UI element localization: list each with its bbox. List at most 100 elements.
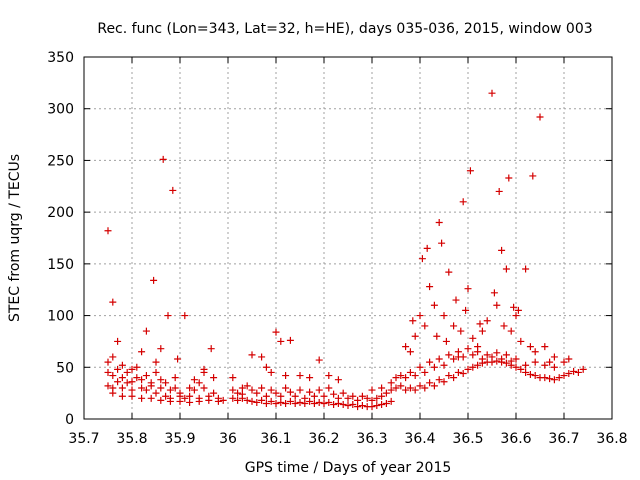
data-point [118,384,126,392]
data-point [435,376,443,384]
data-point [387,386,395,394]
x-tick-label: 36.5 [452,431,483,447]
x-tick-label: 36.7 [548,431,579,447]
data-point [262,399,270,407]
data-point [483,317,491,325]
data-point [152,368,160,376]
data-point [207,345,215,353]
data-point [315,356,323,364]
data-point [406,348,414,356]
data-point [483,351,491,359]
x-tick-label: 36.8 [596,431,627,447]
data-point [267,397,275,405]
data-point [474,348,482,356]
data-point [478,327,486,335]
data-point [243,382,251,390]
data-point [368,403,376,411]
data-point [258,353,266,361]
data-point [159,155,167,163]
data-point [392,374,400,382]
data-point [440,378,448,386]
y-tick-label: 250 [47,153,74,169]
data-point [378,384,386,392]
data-point [282,372,290,380]
data-point [435,355,443,363]
data-point [478,355,486,363]
plot-frame [83,56,613,420]
data-point [234,396,242,404]
data-point [296,398,304,406]
data-point [411,386,419,394]
data-point [114,378,122,386]
data-point [214,397,222,405]
data-point [229,386,237,394]
data-point [541,374,549,382]
data-point [438,239,446,247]
data-point [253,389,261,397]
data-point [291,392,299,400]
data-point [363,394,371,402]
data-point [205,396,213,404]
data-point [555,374,563,382]
data-point [277,398,285,406]
data-point [416,312,424,320]
data-point [488,89,496,97]
data-point [104,368,112,376]
data-point [531,372,539,380]
data-point [531,358,539,366]
x-axis-label: GPS time / Days of year 2015 [245,460,452,476]
data-point [109,298,117,306]
data-point [531,348,539,356]
data-point [164,312,172,320]
data-point [344,394,352,402]
data-point [570,367,578,375]
data-point [409,317,417,325]
data-point [262,392,270,400]
x-tick-label: 35.8 [116,431,147,447]
data-point [157,345,165,353]
data-point [330,390,338,398]
data-point [416,382,424,390]
data-point [174,355,182,363]
data-point [450,355,458,363]
data-point [349,392,357,400]
data-point [421,322,429,330]
data-point [411,372,419,380]
y-tick-label: 350 [47,50,74,66]
data-point [435,218,443,226]
y-tick-label: 150 [47,257,74,273]
data-point [387,397,395,405]
data-point [118,392,126,400]
data-point [157,376,165,384]
data-point [546,358,554,366]
data-point [306,388,314,396]
data-point [488,353,496,361]
data-point [426,379,434,387]
data-point [181,394,189,402]
data-point [406,368,414,376]
y-tick-label: 200 [47,205,74,221]
data-point [200,384,208,392]
data-point [373,402,381,410]
data-point [162,379,170,387]
data-point [325,384,333,392]
data-point [272,389,280,397]
data-point [430,301,438,309]
data-point [210,374,218,382]
data-point [133,363,141,371]
data-point [190,376,198,384]
data-point [147,394,155,402]
data-point [248,397,256,405]
data-point [464,365,472,373]
y-tick-label: 50 [56,360,74,376]
data-point [469,351,477,359]
data-point [510,303,518,311]
data-point [565,369,573,377]
data-point [186,398,194,406]
data-point [171,374,179,382]
data-point [462,306,470,314]
data-point [512,312,520,320]
data-point [514,306,522,314]
data-point [229,394,237,402]
data-point [507,357,515,365]
